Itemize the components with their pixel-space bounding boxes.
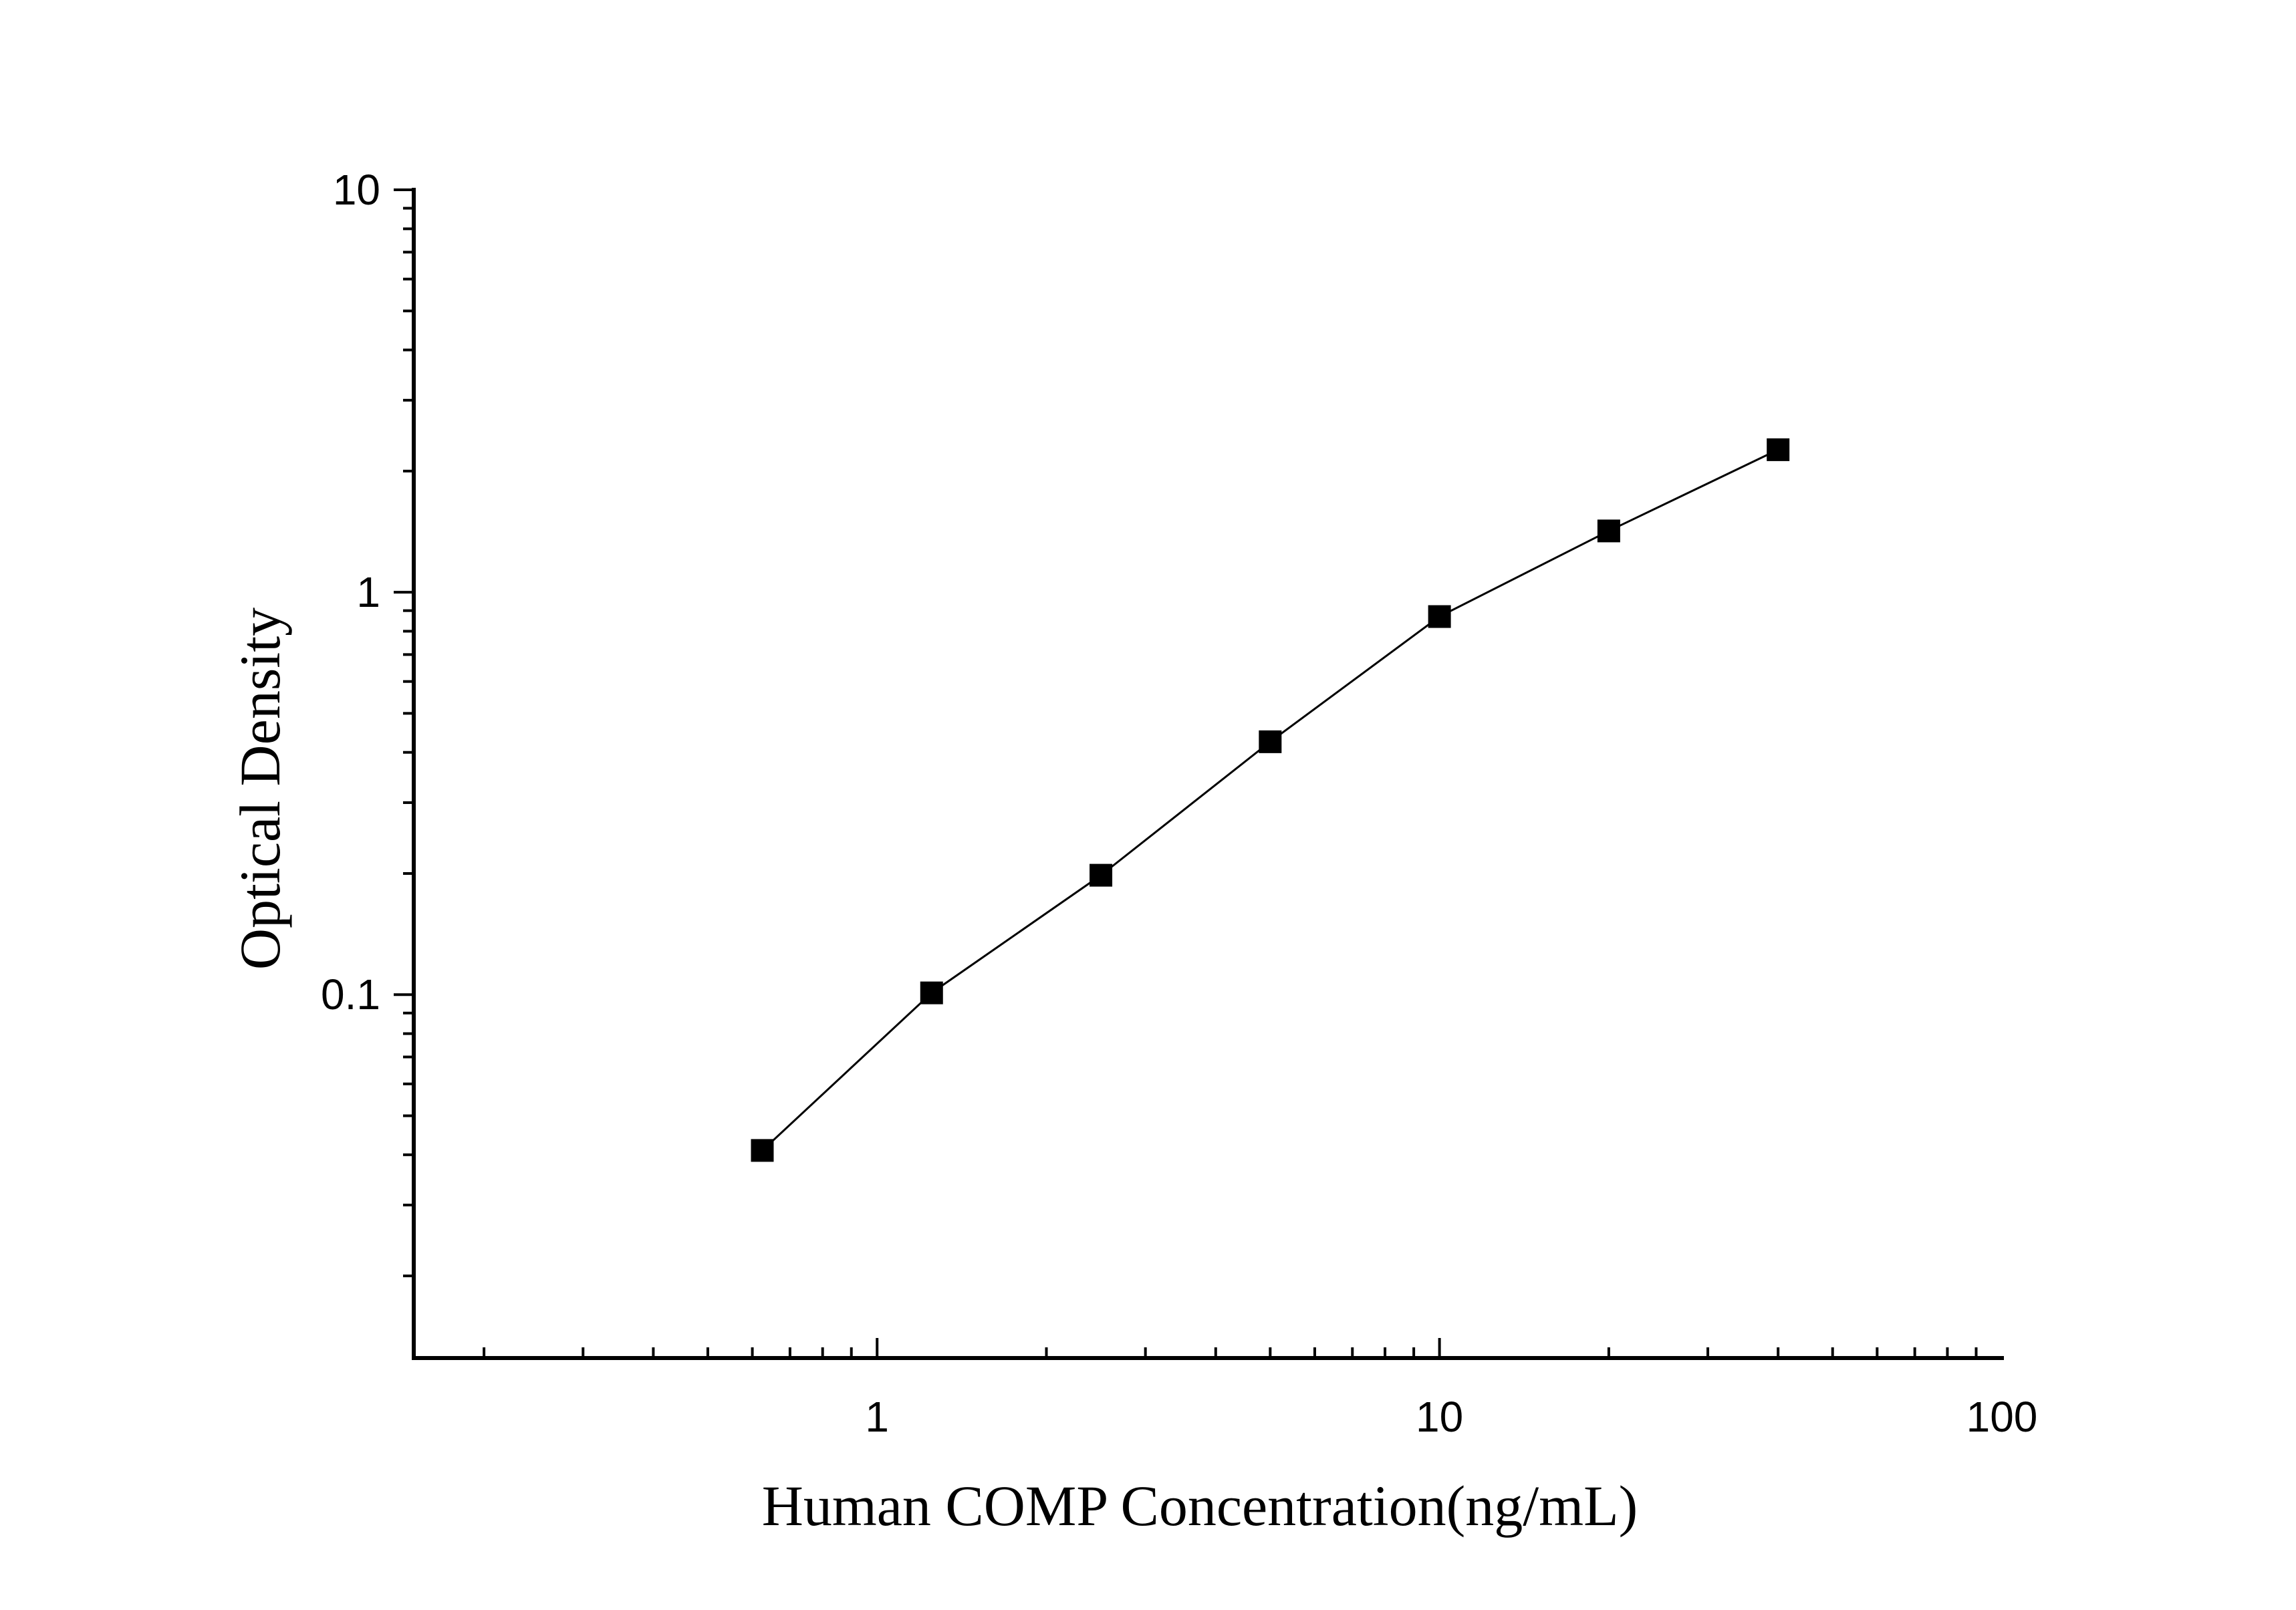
x-tick-label: 100 <box>1966 1393 2038 1441</box>
x-tick-label: 10 <box>1416 1393 1463 1441</box>
data-point-marker <box>1090 863 1113 887</box>
series-group <box>751 438 1790 1162</box>
y-axis-title: Optical Density <box>228 608 292 970</box>
data-point-marker <box>920 981 943 1004</box>
y-tick-label: 10 <box>333 166 380 214</box>
series-line <box>761 448 1779 1152</box>
data-point-marker <box>1259 730 1282 753</box>
plot-frame <box>412 188 2004 1360</box>
x-axis-title: Human COMP Concentration(ng/mL) <box>762 1474 1638 1538</box>
data-point-marker <box>1767 438 1790 461</box>
data-point-marker <box>751 1139 774 1162</box>
y-axis-ticks: 0.1 1 10 <box>321 166 414 1278</box>
data-point-marker <box>1428 605 1451 628</box>
data-point-marker <box>1597 519 1620 543</box>
x-axis-ticks: 1 10 100 <box>483 1338 2038 1441</box>
y-tick-label: 0.1 <box>321 970 380 1019</box>
x-tick-label: 1 <box>865 1393 889 1441</box>
y-tick-label: 1 <box>356 568 380 616</box>
